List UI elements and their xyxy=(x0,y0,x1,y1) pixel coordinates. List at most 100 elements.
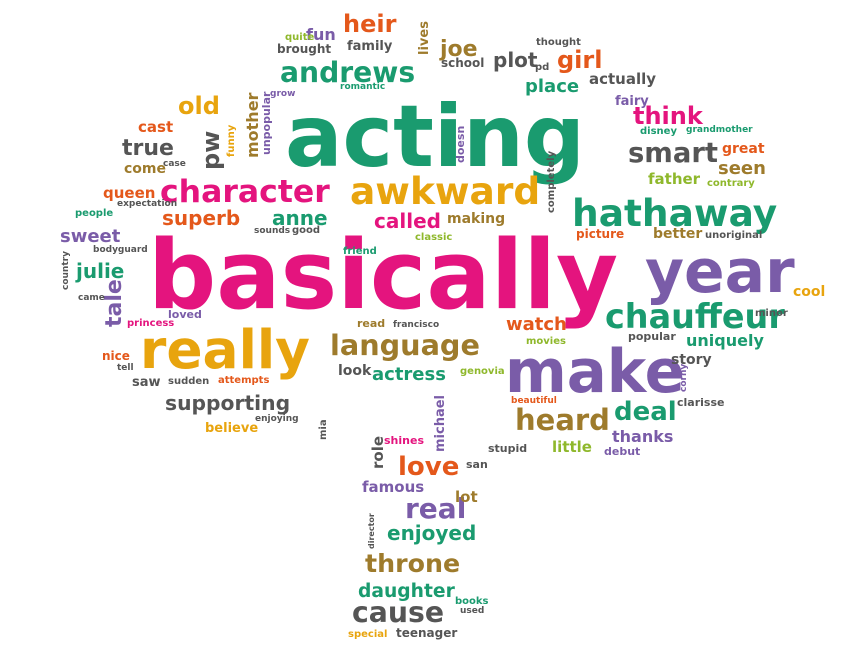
word-stupid: stupid xyxy=(488,442,527,455)
word-san: san xyxy=(466,458,488,471)
word-lot: lot xyxy=(455,488,478,506)
word-actress: actress xyxy=(372,364,446,385)
word-true: true xyxy=(122,136,174,161)
word-actually: actually xyxy=(589,70,656,88)
word-old: old xyxy=(178,92,220,120)
word-sudden: sudden xyxy=(168,376,209,387)
word-completely: completely xyxy=(546,150,557,213)
word-attempts: attempts xyxy=(218,375,269,386)
word-friend: friend xyxy=(343,246,377,257)
word-books: books xyxy=(455,596,489,607)
word-smart: smart xyxy=(628,138,718,169)
word-bodyguard: bodyguard xyxy=(93,245,148,255)
word-loved: loved xyxy=(168,308,202,321)
word-sounds: sounds xyxy=(254,226,290,236)
word-girl: girl xyxy=(557,46,602,74)
word-clarisse: clarisse xyxy=(677,396,724,409)
word-used: used xyxy=(460,606,484,616)
word-uniquely: uniquely xyxy=(686,331,764,350)
word-hathaway: hathaway xyxy=(572,191,777,235)
word-real: real xyxy=(405,492,466,525)
word-special: special xyxy=(348,629,387,640)
word-people: people xyxy=(75,208,113,219)
word-minor: minor xyxy=(755,308,788,319)
word-enjoyed: enjoyed xyxy=(387,521,476,545)
word-expectation: expectation xyxy=(117,199,177,209)
word-doesn: doesn xyxy=(454,126,467,163)
word-anne: anne xyxy=(272,206,328,230)
word-disney: disney xyxy=(640,126,677,137)
word-francisco: francisco xyxy=(393,320,439,330)
word-mia: mia xyxy=(318,419,329,440)
word-thanks: thanks xyxy=(612,427,673,446)
word-quite: quite xyxy=(285,32,314,43)
word-believe: believe xyxy=(205,421,258,436)
word-good: good xyxy=(292,225,320,236)
word-family: family xyxy=(347,39,393,54)
word-picture: picture xyxy=(576,227,624,241)
word-plot: plot xyxy=(493,48,538,72)
word-heir: heir xyxy=(343,10,397,38)
word-brought: brought xyxy=(277,42,331,56)
word-read: read xyxy=(357,317,385,330)
word-queen: queen xyxy=(103,184,155,202)
word-cause: cause xyxy=(352,596,444,629)
word-basically: basically xyxy=(148,221,618,331)
word-make: make xyxy=(505,337,685,406)
word-debut: debut xyxy=(604,445,640,458)
word-tell: tell xyxy=(117,363,134,373)
word-nice: nice xyxy=(102,349,130,363)
word-come: come xyxy=(124,161,166,177)
word-pw: pw xyxy=(197,131,225,170)
word-love: love xyxy=(398,452,459,482)
word-year: year xyxy=(645,237,795,307)
word-language: language xyxy=(330,328,480,362)
word-corny: corny xyxy=(679,364,689,392)
word-grandmother: grandmother xyxy=(686,125,753,135)
word-shines: shines xyxy=(384,434,424,447)
word-genovia: genovia xyxy=(460,366,505,377)
word-daughter: daughter xyxy=(358,581,456,602)
word-acting: acting xyxy=(285,88,585,187)
word-heard: heard xyxy=(515,403,610,437)
word-classic: classic xyxy=(415,232,452,243)
word-beautiful: beautiful xyxy=(511,396,557,406)
word-cast: cast xyxy=(138,118,173,136)
word-think: think xyxy=(633,102,704,130)
word-andrews: andrews xyxy=(280,56,415,89)
word-father: father xyxy=(648,170,701,188)
word-pd: pd xyxy=(535,62,549,73)
word-contrary: contrary xyxy=(707,178,755,189)
word-popular: popular xyxy=(628,330,676,343)
word-awkward: awkward xyxy=(350,169,540,213)
word-seen: seen xyxy=(718,158,766,179)
word-thought: thought xyxy=(536,37,581,48)
word-lives: lives xyxy=(417,21,432,55)
word-making: making xyxy=(447,211,505,227)
word-country: country xyxy=(61,251,71,290)
word-cool: cool xyxy=(793,284,825,300)
word-director: director xyxy=(367,513,376,549)
word-unoriginal: unoriginal xyxy=(705,230,762,241)
word-julie: julie xyxy=(75,259,124,283)
word-character: character xyxy=(160,174,330,210)
word-throne: throne xyxy=(365,549,460,578)
word-unpopular: unpopular xyxy=(260,91,273,155)
word-supporting: supporting xyxy=(165,391,290,415)
word-story: story xyxy=(671,352,712,368)
word-case: case xyxy=(163,159,186,169)
word-mother: mother xyxy=(243,92,262,158)
word-great: great xyxy=(722,141,765,157)
word-deal: deal xyxy=(614,397,677,427)
word-enjoying: enjoying xyxy=(255,414,299,424)
word-michael: michael xyxy=(433,395,448,452)
word-fairy: fairy xyxy=(615,94,649,109)
word-fun: fun xyxy=(306,25,336,44)
word-saw: saw xyxy=(132,375,161,390)
word-watch: watch xyxy=(506,314,567,335)
word-school: school xyxy=(441,56,484,70)
word-role: role xyxy=(369,436,387,469)
word-place: place xyxy=(525,76,579,97)
word-really: really xyxy=(140,318,310,381)
